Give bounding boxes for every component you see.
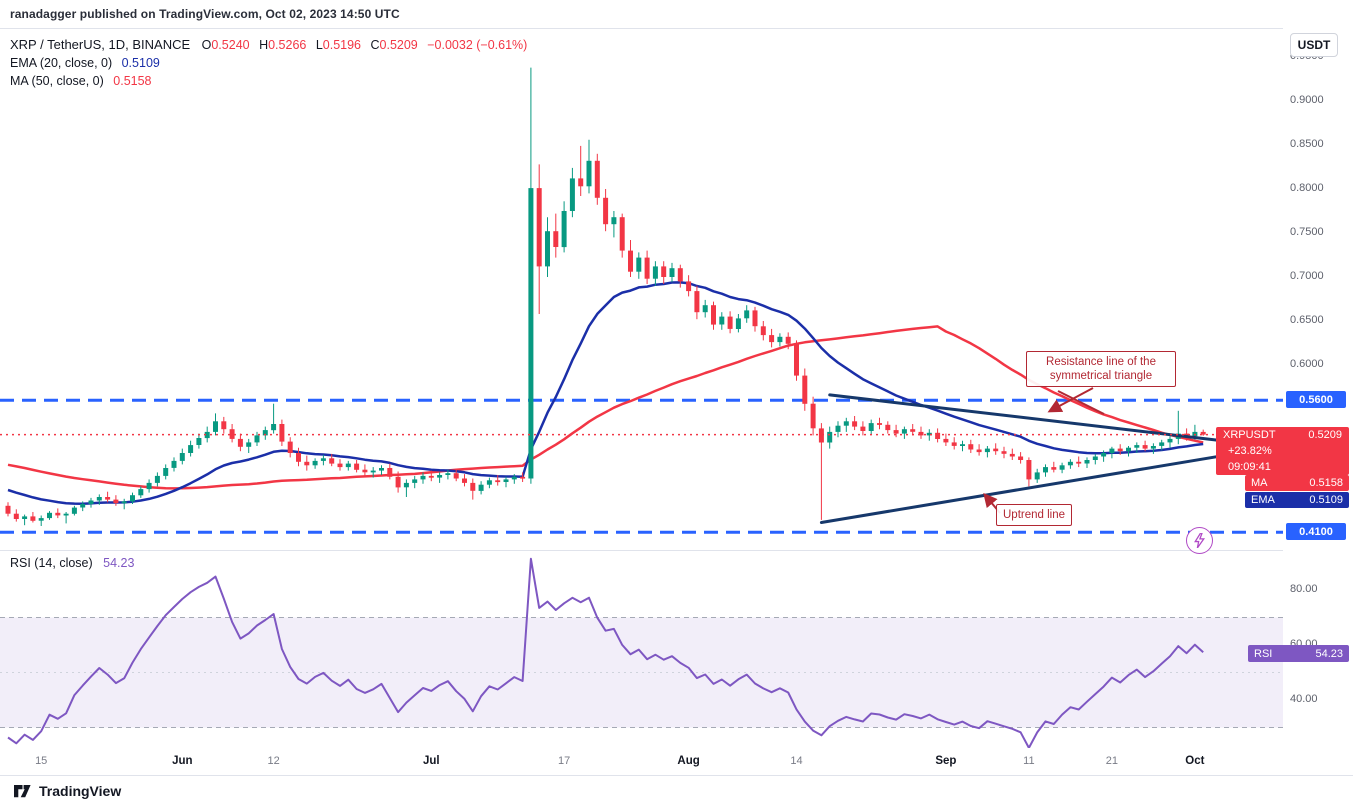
rsi-legend: RSI (14, close) 54.23 [10, 556, 134, 570]
low-label: L [315, 38, 323, 52]
time-axis-label: Sep [935, 755, 957, 767]
last-price-row: XRPUSDT 0.5209 [1216, 427, 1349, 443]
price-axis-label: 0.7500 [1290, 226, 1324, 238]
high-label: H [259, 38, 269, 52]
upper-level-badge: 0.5600 [1286, 391, 1346, 409]
rsi-label: RSI (14, close) [10, 556, 93, 570]
top-divider [0, 28, 1353, 29]
rsi-axis-badge: RSI 54.23 [1248, 645, 1349, 662]
ema-badge-value: 0.5109 [1309, 493, 1343, 506]
change-value: −0.0032 (−0.61%) [427, 38, 528, 52]
open-label: O [201, 38, 212, 52]
ma-label: MA (50, close, 0) [10, 74, 104, 88]
last-price-value: 0.5209 [1308, 428, 1342, 441]
symbol-legend-row: XRP / TetherUS, 1D, BINANCE O0.5240 H0.5… [10, 36, 527, 54]
change-pct-row: +23.82% [1228, 444, 1272, 457]
rsi-value: 54.23 [103, 556, 135, 570]
price-axis-label: 0.6000 [1290, 358, 1324, 370]
price-axis-label: 0.8500 [1290, 138, 1324, 150]
ema-badge-label: EMA [1251, 493, 1275, 506]
open-value: 0.5240 [211, 38, 250, 52]
uptrend-annotation[interactable]: Uptrend line [996, 504, 1073, 526]
price-axis-label: 0.8000 [1290, 182, 1324, 194]
ma-value: 0.5158 [113, 74, 152, 88]
currency-button[interactable]: USDT [1290, 33, 1338, 57]
time-axis-label: Aug [677, 755, 700, 767]
rsi-axis-label: 40.00 [1290, 693, 1318, 705]
ema-axis-badge: EMA 0.5109 [1245, 491, 1349, 508]
rsi-badge-value: 54.23 [1315, 647, 1343, 660]
last-price-badge-block: XRPUSDT 0.5209 +23.82% 09:09:41 [1216, 426, 1349, 475]
tradingview-logo-icon[interactable] [12, 781, 32, 801]
price-axis-label: 0.7000 [1290, 270, 1324, 282]
time-axis-label: 12 [267, 755, 280, 767]
publisher-line: ranadagger published on TradingView.com,… [10, 7, 400, 21]
ema-value: 0.5109 [121, 56, 160, 70]
low-value: 0.5196 [322, 38, 362, 52]
lightning-bolt-icon [1194, 533, 1206, 548]
symbol-badge: XRPUSDT [1223, 428, 1276, 441]
lower-level-badge: 0.4100 [1286, 523, 1346, 541]
ma-badge-label: MA [1251, 476, 1268, 489]
rsi-badge-label: RSI [1254, 647, 1273, 660]
boost-button[interactable] [1186, 527, 1213, 554]
countdown-row: 09:09:41 [1228, 460, 1271, 473]
time-axis-label: Jul [422, 755, 440, 767]
time-axis-label: Jun [172, 755, 193, 767]
ma-badge-value: 0.5158 [1309, 476, 1343, 489]
ema-label: EMA (20, close, 0) [10, 56, 113, 70]
time-axis-label: 11 [1023, 755, 1035, 767]
symbol-title: XRP / TetherUS, 1D, BINANCE [10, 37, 191, 52]
footer-bar: TradingView [0, 775, 1353, 805]
close-value: 0.5209 [379, 38, 418, 52]
time-axis-label: 14 [790, 755, 803, 767]
time-axis-label: 17 [557, 755, 571, 767]
time-scale[interactable]: 15 Jun 12 Jul 17 Aug 14 Sep 11 21 Oct [0, 748, 1353, 775]
price-pane-chart[interactable] [0, 0, 1283, 550]
rsi-axis-label: 80.00 [1290, 583, 1318, 595]
time-axis-label: Oct [1185, 755, 1205, 767]
time-axis-label: 15 [35, 755, 48, 767]
rsi-pane-chart[interactable] [0, 550, 1283, 748]
brand-name[interactable]: TradingView [39, 782, 122, 799]
high-value: 0.5266 [268, 38, 307, 52]
price-axis-label: 0.9000 [1290, 94, 1324, 106]
chart-legend: XRP / TetherUS, 1D, BINANCE O0.5240 H0.5… [10, 36, 527, 90]
ma-axis-badge: MA 0.5158 [1245, 474, 1349, 491]
ma-legend-row: MA (50, close, 0) 0.5158 [10, 72, 527, 90]
close-label: C [370, 38, 380, 52]
pane-divider [0, 550, 1353, 551]
ema-legend-row: EMA (20, close, 0) 0.5109 [10, 54, 527, 72]
time-axis-label: 21 [1105, 755, 1119, 767]
price-axis-label: 0.6500 [1290, 314, 1324, 326]
resistance-annotation[interactable]: Resistance line of the symmetrical trian… [1026, 351, 1176, 387]
